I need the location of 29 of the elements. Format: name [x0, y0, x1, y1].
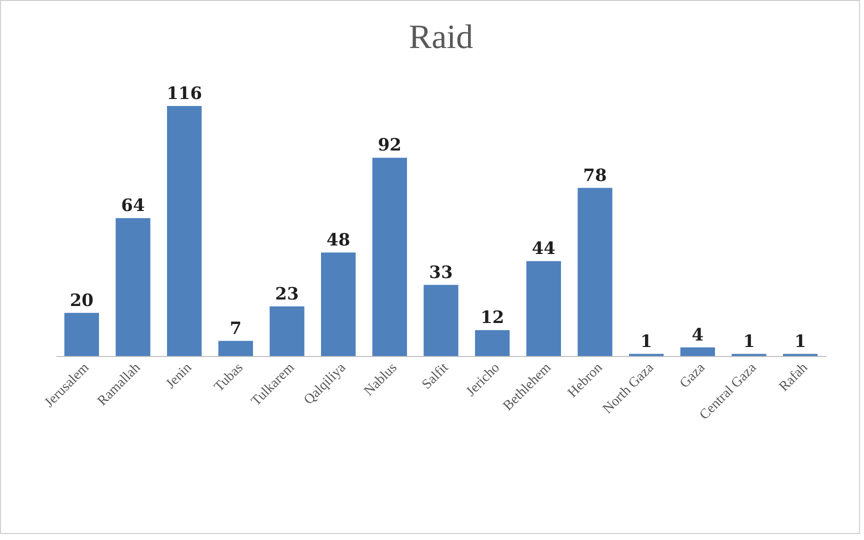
data-label: 23	[275, 284, 299, 304]
data-label: 33	[429, 262, 453, 283]
data-label: 48	[326, 230, 350, 251]
data-label: 12	[480, 308, 504, 328]
bar	[526, 261, 561, 356]
data-label: 44	[532, 239, 556, 260]
data-label: 7	[230, 318, 242, 339]
data-label: 64	[121, 196, 145, 216]
data-label: 20	[70, 290, 94, 311]
data-label: 1	[743, 332, 755, 352]
x-tick-label: Gaza	[677, 360, 709, 392]
bar	[578, 188, 612, 356]
bar	[475, 330, 510, 356]
bar	[372, 158, 407, 356]
data-label: 1	[640, 332, 652, 352]
bar	[64, 312, 99, 356]
bar	[167, 106, 202, 356]
bar	[424, 284, 458, 356]
data-label: 4	[692, 325, 704, 346]
bar	[321, 252, 356, 356]
bar	[270, 306, 304, 356]
data-label: 92	[378, 136, 402, 156]
chart-title: Raid	[408, 19, 474, 56]
data-label: 78	[583, 166, 607, 186]
data-label: 1	[794, 332, 806, 352]
bar	[680, 347, 715, 356]
data-label: 116	[166, 84, 202, 104]
bar	[116, 218, 150, 356]
bar	[218, 340, 253, 356]
